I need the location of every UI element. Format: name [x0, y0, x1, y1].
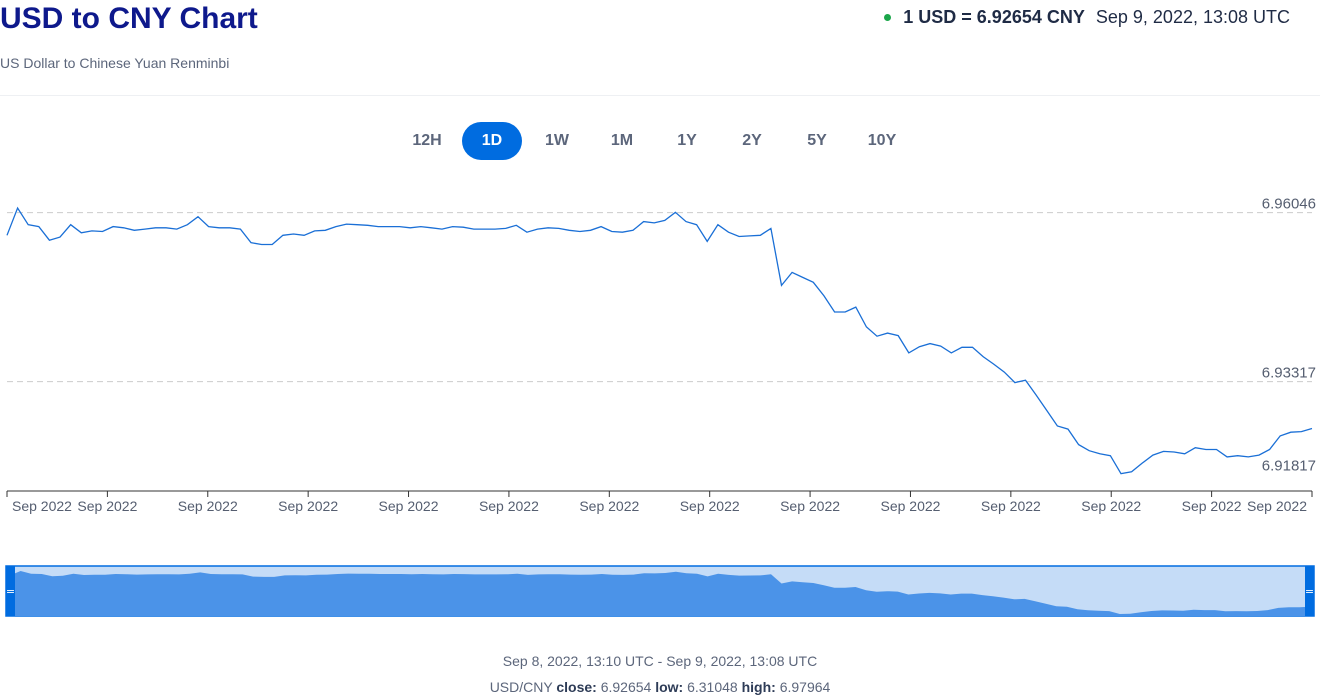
time-range-selector: 12H 1D 1W 1M 1Y 2Y 5Y 10Y [397, 122, 912, 160]
range-button-10y[interactable]: 10Y [852, 122, 912, 160]
low-value: 6.31048 [687, 679, 738, 695]
pair-label: USD/CNY [489, 679, 553, 695]
high-label: high: [741, 679, 776, 695]
x-tick-label: Sep 2022 [1081, 498, 1141, 514]
x-tick-label: Sep 2022 [379, 498, 439, 514]
range-button-1w[interactable]: 1W [527, 122, 587, 160]
x-tick-label: Sep 2022 [880, 498, 940, 514]
close-value: 6.92654 [600, 679, 652, 695]
handle-bar [1305, 566, 1314, 616]
navigator-left-handle[interactable]: = [6, 566, 15, 616]
series-line-group [6, 206, 1313, 475]
x-tick-label: Sep 2022 [780, 498, 840, 514]
x-tick-label: Sep 2022 [680, 498, 740, 514]
x-tick-label: Sep 2022 [278, 498, 338, 514]
handle-bar [6, 566, 15, 616]
date-range-text: Sep 8, 2022, 13:10 UTC - Sep 9, 2022, 13… [502, 653, 818, 669]
rate-value: 1 USD = 6.92654 CNY [903, 7, 1085, 27]
x-tick-label: Sep 2022 [178, 498, 238, 514]
rate-timestamp: Sep 9, 2022, 13:08 UTC [1095, 7, 1290, 27]
handle-grip-icon: = [6, 585, 15, 598]
page-subtitle: US Dollar to Chinese Yuan Renminbi [0, 55, 230, 71]
series-line [6, 206, 1313, 475]
y-tick-label: 6.96046 [1262, 196, 1316, 213]
x-axis: Sep 2022 Sep 2022 Sep 2022 Sep 2022 Sep 2022… [6, 490, 1313, 514]
range-navigator[interactable]: = = [0, 560, 1320, 620]
low-label: low: [655, 679, 684, 695]
grid-lines [7, 212, 1312, 383]
navigator-right-handle[interactable]: = [1305, 566, 1314, 616]
live-status-dot [884, 14, 892, 21]
x-tick-label: Sep 2022 [77, 498, 137, 514]
x-tick-label: Sep 2022 [1182, 498, 1242, 514]
range-button-1m[interactable]: 1M [592, 122, 652, 160]
current-rate: 1 USD = 6.92654 CNY Sep 9, 2022, 13:08 U… [884, 7, 1290, 28]
navigator-series-area [10, 571, 1310, 616]
page-title: USD to CNY Chart [0, 2, 258, 35]
header-divider [0, 95, 1320, 96]
x-tick-label: Sep 2022 [579, 498, 639, 514]
x-tick-label: Sep 2022 [981, 498, 1041, 514]
range-button-2y[interactable]: 2Y [722, 122, 782, 160]
x-tick-label: Sep 2022 [479, 498, 539, 514]
navigator-handles[interactable]: = = [6, 566, 1314, 616]
range-button-5y[interactable]: 5Y [787, 122, 847, 160]
navigator-area [5, 565, 1315, 617]
range-button-1d[interactable]: 1D [462, 122, 522, 160]
handle-grip-icon: = [1305, 585, 1314, 598]
range-button-12h[interactable]: 12H [397, 122, 457, 160]
x-tick-label: Sep 2022 [1247, 498, 1307, 514]
high-value: 6.97964 [779, 679, 831, 695]
range-button-1y[interactable]: 1Y [657, 122, 717, 160]
y-tick-label: 6.91817 [1262, 457, 1316, 474]
x-tick-label: Sep 2022 [12, 498, 72, 514]
ohlc-summary: USD/CNY close: 6.92654 low: 6.31048 high… [0, 679, 1320, 695]
line-chart[interactable]: Sep 2022 Sep 2022 Sep 2022 Sep 2022 Sep 2022… [0, 175, 1320, 525]
y-axis-labels: 6.96046 6.93317 6.91817 [1262, 196, 1316, 475]
y-tick-label: 6.93317 [1262, 365, 1316, 382]
close-label: close: [556, 679, 597, 695]
